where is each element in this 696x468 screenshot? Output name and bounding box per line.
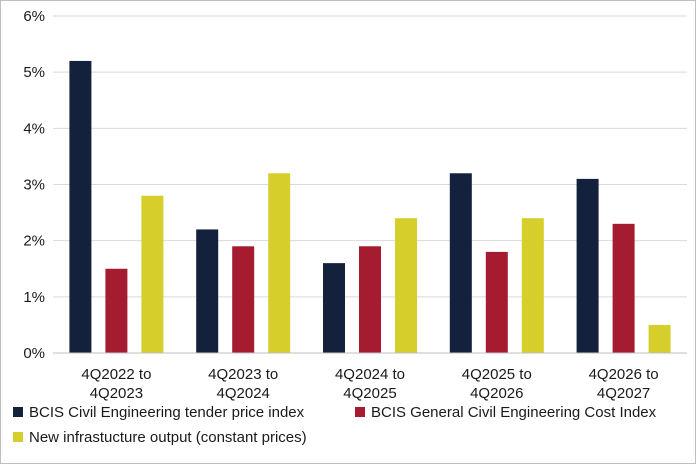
legend-label: BCIS General Civil Engineering Cost Inde… bbox=[371, 404, 657, 421]
bars bbox=[69, 60, 671, 353]
bar bbox=[196, 229, 219, 353]
bar bbox=[576, 178, 599, 353]
bar bbox=[323, 263, 345, 353]
bar bbox=[359, 246, 381, 353]
x-category-label: 4Q2026 bbox=[470, 385, 523, 402]
bar bbox=[141, 195, 164, 353]
x-category-label: 4Q2027 bbox=[597, 385, 650, 402]
bar bbox=[395, 218, 417, 353]
bar bbox=[485, 251, 508, 353]
x-axis: 4Q2022 to 4Q2023 4Q2023 to 4Q2024 4Q2024 to 4… bbox=[53, 352, 687, 402]
bar bbox=[69, 60, 92, 353]
bar bbox=[648, 324, 671, 353]
legend: BCIS Civil Engineering tender price inde… bbox=[13, 404, 657, 446]
bar bbox=[105, 268, 128, 353]
x-category-label: 4Q2024 bbox=[217, 385, 270, 402]
legend-swatch bbox=[13, 432, 23, 442]
y-tick-label: 4% bbox=[23, 120, 45, 137]
bar bbox=[268, 173, 291, 353]
legend-label: New infrastucture output (constant price… bbox=[29, 429, 307, 446]
legend-label: BCIS Civil Engineering tender price inde… bbox=[29, 404, 305, 421]
bar bbox=[612, 223, 635, 353]
y-tick-label: 5% bbox=[23, 64, 45, 81]
y-tick-label: 3% bbox=[23, 177, 45, 194]
y-tick-label: 2% bbox=[23, 233, 45, 250]
x-category-label: 4Q2023 bbox=[90, 385, 143, 402]
x-category-label: 4Q2026 to bbox=[589, 366, 659, 383]
bar bbox=[521, 218, 544, 353]
x-category-label: 4Q2022 to bbox=[81, 366, 151, 383]
x-category-label: 4Q2024 to bbox=[335, 366, 405, 383]
legend-swatch bbox=[13, 407, 23, 417]
y-tick-label: 6% bbox=[23, 8, 45, 25]
y-axis: 0% 1% 2% 3% 4% 5% 6% bbox=[23, 8, 45, 362]
x-category-label: 4Q2023 to bbox=[208, 366, 278, 383]
x-category-label: 4Q2025 bbox=[343, 385, 396, 402]
bar bbox=[232, 246, 255, 353]
y-tick-label: 0% bbox=[23, 345, 45, 362]
legend-swatch bbox=[355, 407, 365, 417]
x-category-label: 4Q2025 to bbox=[462, 366, 532, 383]
y-tick-label: 1% bbox=[23, 289, 45, 306]
bar bbox=[449, 173, 472, 353]
